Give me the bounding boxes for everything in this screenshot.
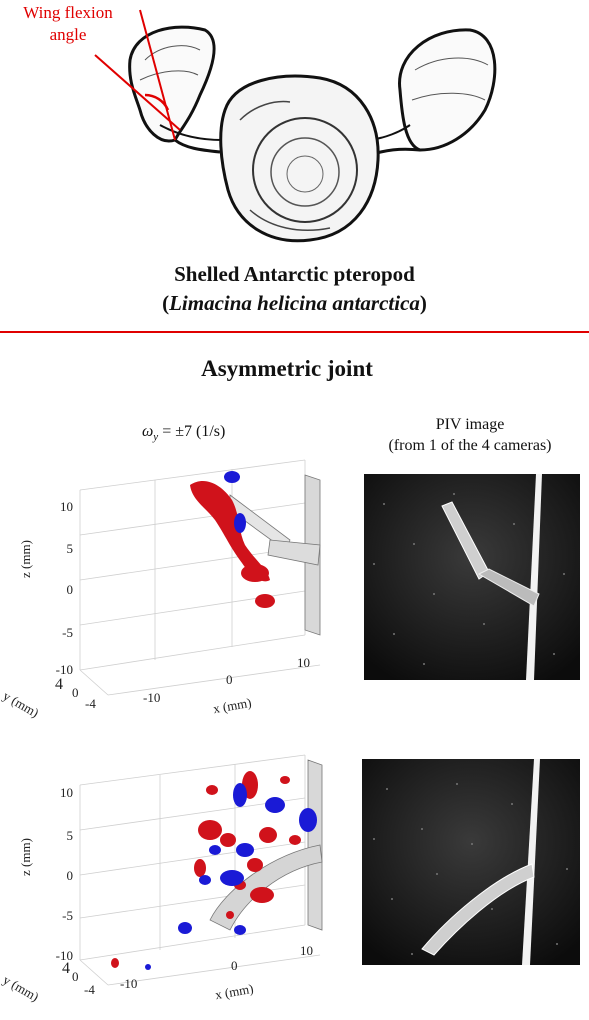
plot2-y-tick: 0 [72,969,79,984]
plot2-z-label: z (mm) [18,838,33,876]
plot2-x-tick: 0 [231,958,238,973]
plot1-z-tick: 0 [66,582,74,597]
piv-image-1 [364,474,580,680]
plot1-y-tick: 4 [55,676,63,693]
piv-title-line-1: PIV image [435,416,505,433]
species-name: Limacina helicina antarctica [169,291,420,315]
annotation-line-2: angle [49,25,87,44]
section-title: Asymmetric joint [201,356,373,381]
plot2-z-tick: -5 [62,908,73,923]
flexion-line-2 [94,54,181,131]
flexion-line-1 [139,9,176,141]
plot2-x-tick: 10 [300,943,313,958]
plot2-x-tick: -10 [120,976,138,991]
plot2-z-tick: 10 [60,785,73,800]
plot1-x-tick: 0 [226,672,233,687]
plot1-z-label: z (mm) [18,540,33,578]
pteropod-illustration [94,9,497,243]
plot1-z-tick: 5 [66,541,74,556]
vorticity-label: ωy = ±7 (1/s) [142,423,226,444]
piv-title-line-2: (from 1 of the 4 cameras) [388,437,552,454]
plot1-y-tick: 0 [72,685,79,700]
plot1-z-tick: -10 [55,662,73,677]
title-line-1: Shelled Antarctic pteropod [174,262,415,286]
piv-title: PIV image (from 1 of the 4 cameras) [350,414,589,456]
plot2-z-tick: 0 [66,868,74,883]
plot1-y-tick: -4 [85,696,96,711]
plot2-y-tick: 4 [62,960,70,977]
annotation-label: Wing flexion angle [3,2,133,46]
piv-image-2 [362,759,580,965]
annotation-line-1: Wing flexion [23,3,113,22]
vorticity-plot-1 [79,459,321,696]
plot1-z-tick: -5 [62,625,73,640]
shell-body [219,74,380,243]
section-divider [0,331,589,333]
vorticity-plot-2 [79,754,323,986]
plot1-z-tick: 10 [60,499,73,514]
right-wing [398,28,497,152]
flexion-arc [144,93,170,111]
plot1-x-tick: -10 [143,690,161,705]
plot2-z-tick: -10 [55,948,73,963]
title-line-2: (Limacina helicina antarctica) [162,291,427,315]
figure-title: Shelled Antarctic pteropod (Limacina hel… [0,260,589,318]
plot2-y-tick: -4 [84,982,95,997]
plot2-z-tick: 5 [66,828,74,843]
plot1-x-tick: 10 [297,655,310,670]
